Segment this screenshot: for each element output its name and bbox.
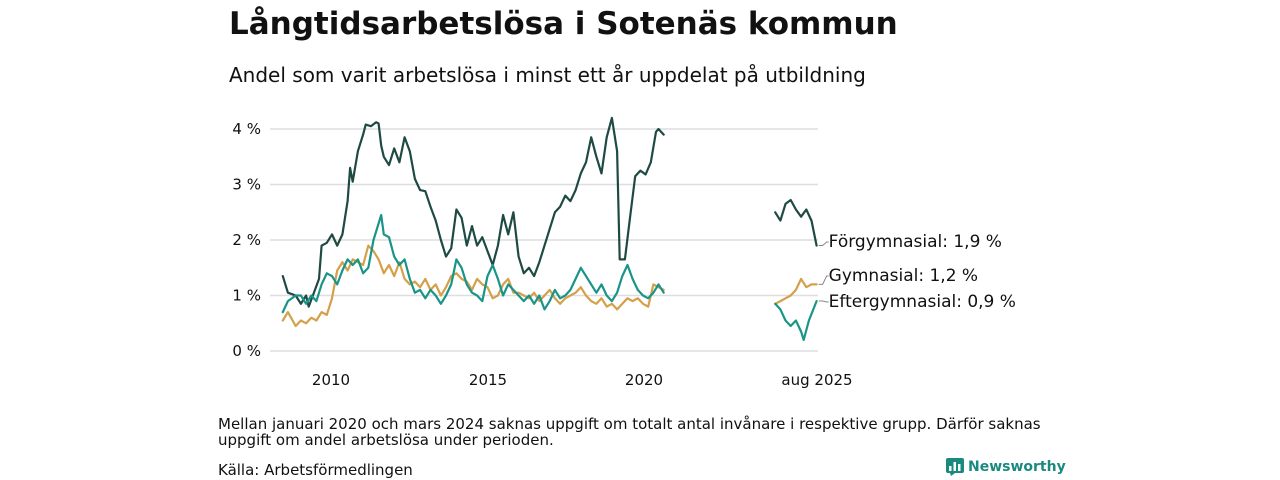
footnote: Mellan januari 2020 och mars 2024 saknas… xyxy=(218,416,1058,448)
bar-chart-icon xyxy=(946,458,964,476)
series-lines xyxy=(283,118,817,340)
series-line-förgymnasial xyxy=(775,200,816,246)
newsworthy-logo: Newsworthy xyxy=(946,458,1066,476)
brand-name: Newsworthy xyxy=(968,459,1066,475)
source-text: Källa: Arbetsförmedlingen xyxy=(218,461,413,479)
series-line-eftergymnasial xyxy=(775,301,816,340)
y-tick-label: 3 % xyxy=(232,176,261,194)
end-label-eftergymnasial: Eftergymnasial: 0,9 % xyxy=(829,292,1016,312)
grid-lines xyxy=(270,129,818,351)
x-axis: 2010 2015 2020 aug 2025 xyxy=(312,371,853,389)
x-tick-label: 2010 xyxy=(312,371,350,389)
y-tick-label: 1 % xyxy=(232,287,261,305)
y-tick-label: 2 % xyxy=(232,231,261,249)
x-tick-label: aug 2025 xyxy=(781,371,852,389)
leader-line xyxy=(819,301,829,302)
leader-line xyxy=(819,242,829,246)
line-chart: 0 % 1 % 2 % 3 % 4 % 2010 2015 2020 aug 2025 För… xyxy=(0,0,1280,400)
y-tick-label: 0 % xyxy=(232,342,261,360)
series-line-gymnasial xyxy=(283,246,664,326)
y-axis: 0 % 1 % 2 % 3 % 4 % xyxy=(232,120,261,360)
x-tick-label: 2020 xyxy=(625,371,663,389)
end-label-gymnasial: Gymnasial: 1,2 % xyxy=(829,266,978,286)
end-label-förgymnasial: Förgymnasial: 1,9 % xyxy=(829,232,1002,252)
series-line-gymnasial xyxy=(775,279,816,304)
x-tick-label: 2015 xyxy=(469,371,507,389)
end-labels: Förgymnasial: 1,9 % Gymnasial: 1,2 % Efter… xyxy=(819,232,1016,312)
leader-line xyxy=(819,276,829,284)
y-tick-label: 4 % xyxy=(232,120,261,138)
